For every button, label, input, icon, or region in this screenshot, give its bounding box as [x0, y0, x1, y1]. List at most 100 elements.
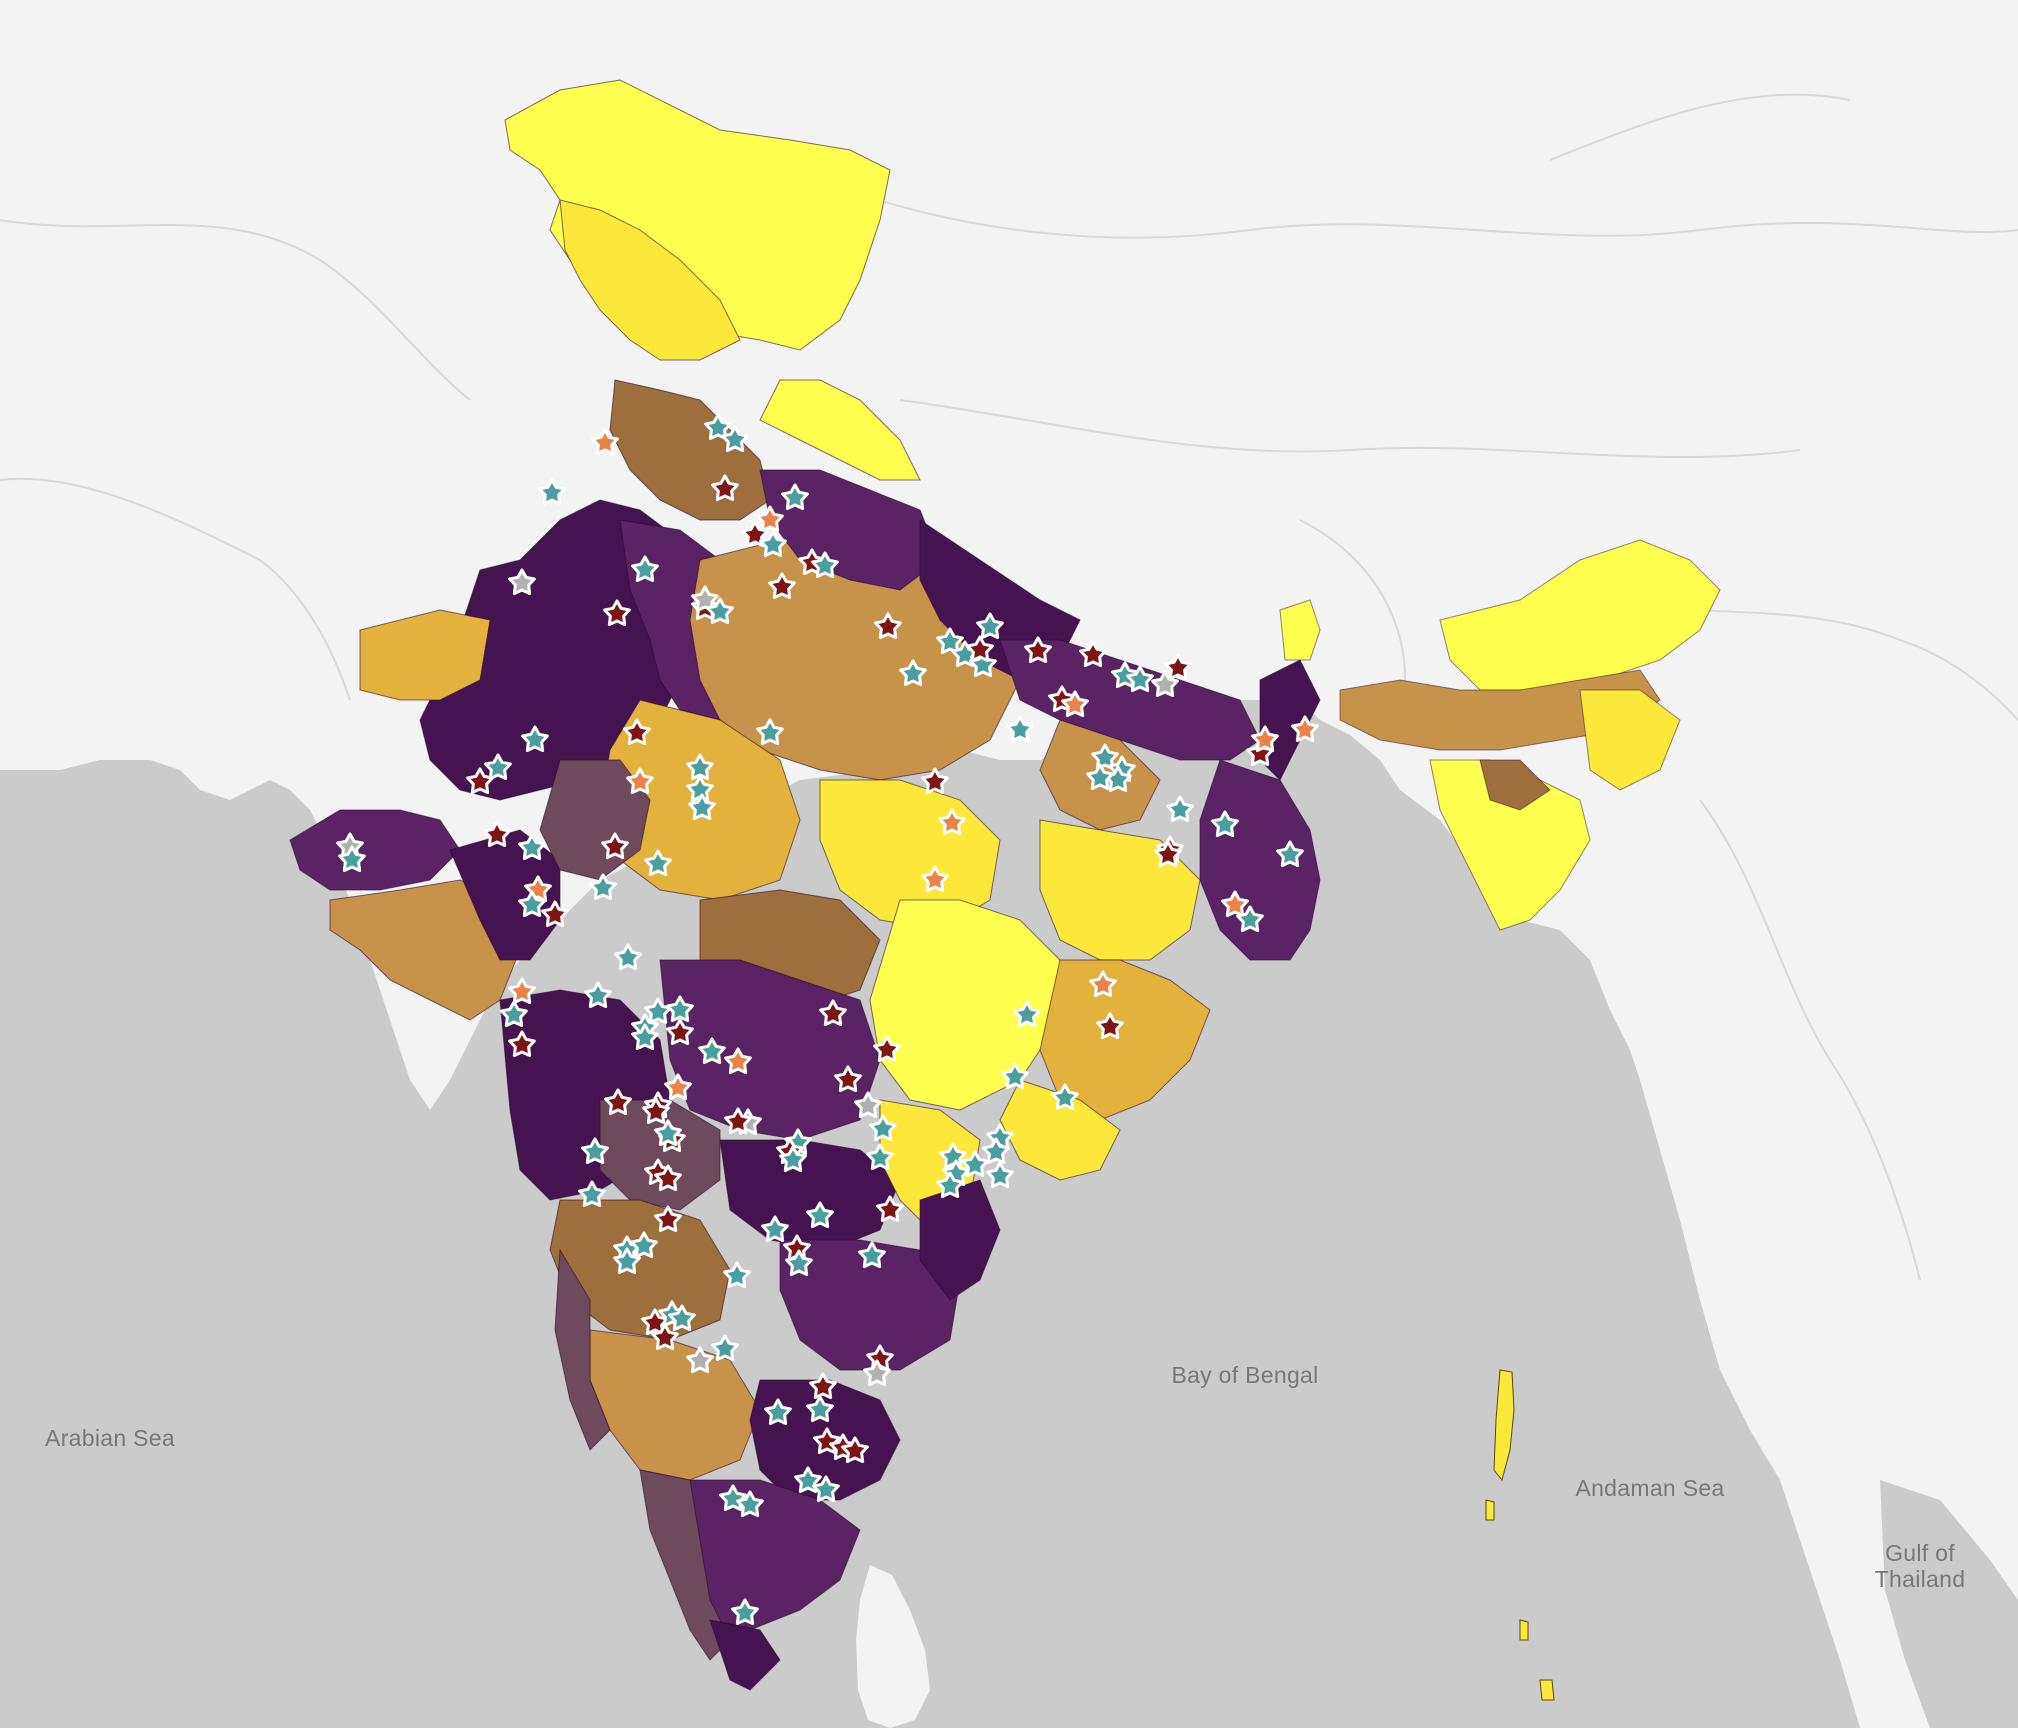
map-marker[interactable] [876, 1195, 904, 1223]
map-marker[interactable] [869, 1114, 897, 1142]
map-marker[interactable] [1211, 810, 1239, 838]
map-marker[interactable] [1126, 665, 1154, 693]
map-marker[interactable] [1276, 840, 1304, 868]
map-marker[interactable] [1013, 1000, 1041, 1028]
map-marker[interactable] [603, 599, 631, 627]
map-marker[interactable] [811, 551, 839, 579]
map-marker[interactable] [966, 635, 994, 663]
map-marker[interactable] [1236, 905, 1264, 933]
map-marker[interactable] [938, 808, 966, 836]
map-marker[interactable] [858, 1241, 886, 1269]
map-marker[interactable] [508, 977, 536, 1005]
map-marker[interactable] [711, 1334, 739, 1362]
map-marker[interactable] [1061, 690, 1089, 718]
map-marker[interactable] [630, 1231, 658, 1259]
map-marker[interactable] [484, 753, 512, 781]
map-marker[interactable] [508, 568, 536, 596]
markers-layer[interactable] [336, 413, 1319, 1626]
map-marker[interactable] [1251, 725, 1279, 753]
map-marker[interactable] [819, 999, 847, 1027]
map-marker[interactable] [704, 413, 732, 441]
map-marker[interactable] [623, 718, 651, 746]
map-marker[interactable] [863, 1359, 891, 1387]
map-marker[interactable] [654, 1164, 682, 1192]
map-marker[interactable] [764, 1398, 792, 1426]
map-marker[interactable] [666, 995, 694, 1023]
map-marker[interactable] [785, 1249, 813, 1277]
map-marker[interactable] [1096, 1012, 1124, 1040]
map-marker[interactable] [936, 627, 964, 655]
map-marker[interactable] [651, 1323, 679, 1351]
map-marker[interactable] [724, 1107, 752, 1135]
map-marker[interactable] [809, 1372, 837, 1400]
map-marker[interactable] [538, 478, 566, 506]
map-marker[interactable] [921, 767, 949, 795]
map-marker[interactable] [854, 1091, 882, 1119]
map-marker[interactable] [806, 1201, 834, 1229]
map-marker[interactable] [976, 612, 1004, 640]
map-marker[interactable] [518, 890, 546, 918]
map-marker[interactable] [768, 572, 796, 600]
map-marker[interactable] [736, 1490, 764, 1518]
map-marker[interactable] [686, 753, 714, 781]
map-marker[interactable] [521, 725, 549, 753]
map-marker[interactable] [1164, 653, 1192, 681]
map-marker[interactable] [626, 767, 654, 795]
map-marker[interactable] [1091, 743, 1119, 771]
map-marker[interactable] [668, 1304, 696, 1332]
map-marker[interactable] [631, 1023, 659, 1051]
map-marker[interactable] [631, 555, 659, 583]
map-marker[interactable] [1154, 840, 1182, 868]
map-marker[interactable] [664, 1073, 692, 1101]
map-marker[interactable] [1291, 715, 1319, 743]
map-marker[interactable] [578, 1180, 606, 1208]
map-marker[interactable] [899, 659, 927, 687]
map-marker[interactable] [874, 612, 902, 640]
map-marker[interactable] [698, 1037, 726, 1065]
map-marker[interactable] [781, 483, 809, 511]
map-marker[interactable] [936, 1171, 964, 1199]
map-marker[interactable] [614, 943, 642, 971]
map-marker[interactable] [1166, 795, 1194, 823]
map-marker[interactable] [591, 428, 619, 456]
map-marker[interactable] [601, 832, 629, 860]
map-marker[interactable] [642, 1097, 670, 1125]
map-marker[interactable] [654, 1119, 682, 1147]
map-marker[interactable] [812, 1475, 840, 1503]
map-marker[interactable] [1024, 636, 1052, 664]
map-marker[interactable] [338, 845, 366, 873]
map-marker[interactable] [644, 849, 672, 877]
map-marker[interactable] [724, 1047, 752, 1075]
map-marker[interactable] [541, 900, 569, 928]
map-marker[interactable] [761, 1215, 789, 1243]
map-marker[interactable] [721, 425, 749, 453]
map-marker[interactable] [834, 1065, 862, 1093]
map-marker[interactable] [1221, 890, 1249, 918]
map-marker[interactable] [581, 1137, 609, 1165]
map-marker[interactable] [986, 1161, 1014, 1189]
map-marker[interactable] [483, 820, 511, 848]
map-marker[interactable] [982, 1137, 1010, 1165]
map-marker[interactable] [731, 1598, 759, 1626]
map-marker[interactable] [1086, 763, 1114, 791]
map-marker[interactable] [711, 474, 739, 502]
map-marker[interactable] [1006, 715, 1034, 743]
map-marker[interactable] [1079, 640, 1107, 668]
map-marker[interactable] [756, 505, 784, 533]
map-marker[interactable] [806, 1395, 834, 1423]
map-marker[interactable] [584, 981, 612, 1009]
map-marker[interactable] [1001, 1062, 1029, 1090]
map-marker[interactable] [723, 1261, 751, 1289]
map-marker[interactable] [604, 1088, 632, 1116]
map-marker[interactable] [688, 793, 716, 821]
map-marker[interactable] [921, 865, 949, 893]
map-marker[interactable] [654, 1205, 682, 1233]
map-marker[interactable] [706, 597, 734, 625]
map-marker[interactable] [756, 718, 784, 746]
map-marker[interactable] [866, 1143, 894, 1171]
map-marker[interactable] [1051, 1083, 1079, 1111]
map-marker[interactable] [500, 1000, 528, 1028]
map-marker[interactable] [508, 1030, 536, 1058]
